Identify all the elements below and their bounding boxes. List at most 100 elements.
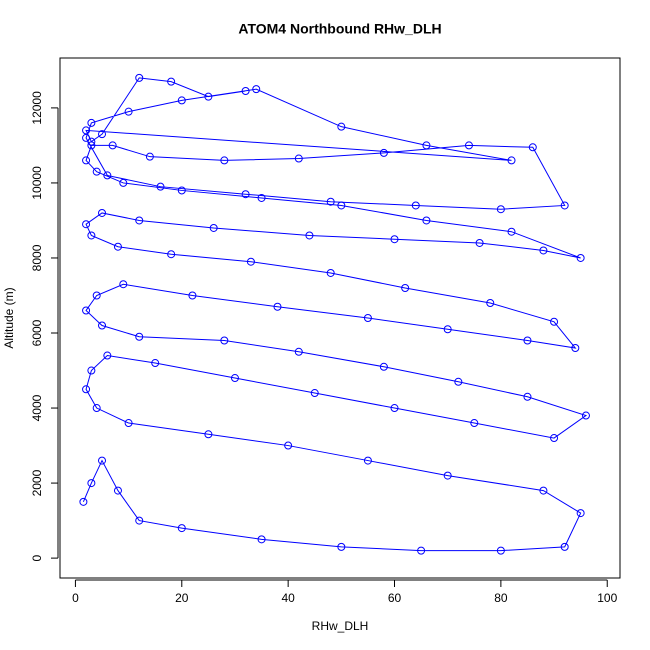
data-point: [470, 419, 479, 428]
data-point: [363, 314, 372, 322]
data-point: [103, 351, 112, 360]
data-point: [571, 344, 580, 353]
data-point: [87, 137, 96, 146]
data-point: [337, 542, 346, 551]
data-point: [443, 325, 452, 334]
data-line: [82, 77, 588, 552]
data-point: [422, 216, 431, 225]
data-point: [188, 291, 197, 300]
data-point: [79, 497, 88, 506]
data-point: [486, 298, 495, 307]
x-tick-label: 60: [388, 591, 402, 605]
data-point: [390, 404, 399, 413]
y-tick-label: 8000: [30, 244, 44, 271]
data-point: [103, 171, 112, 180]
data-point: [390, 235, 399, 244]
data-point: [539, 486, 548, 495]
data-point: [82, 156, 91, 165]
data-point: [204, 430, 213, 439]
x-tick-label: 40: [281, 591, 295, 605]
data-point: [230, 374, 239, 383]
data-point: [496, 546, 505, 555]
data-point: [82, 306, 91, 315]
data-point: [507, 227, 516, 236]
data-point: [167, 250, 176, 259]
data-point: [326, 268, 335, 277]
data-point: [220, 156, 229, 165]
data-point: [87, 479, 96, 488]
data-point: [241, 190, 250, 199]
data-point: [82, 126, 91, 135]
y-tick-label: 6000: [30, 319, 44, 346]
data-point: [257, 193, 266, 202]
x-tick-label: 80: [494, 591, 508, 605]
x-tick-label: 20: [175, 591, 189, 605]
data-point: [305, 231, 314, 240]
data-point: [443, 471, 452, 480]
data-point: [550, 317, 559, 326]
data-point: [87, 141, 96, 150]
y-tick-label: 10000: [30, 166, 44, 200]
data-point: [135, 516, 144, 525]
data-point: [82, 220, 91, 229]
data-point: [464, 141, 473, 150]
data-point: [576, 509, 585, 518]
plot-frame: [59, 57, 621, 579]
data-point: [581, 411, 590, 420]
data-point: [294, 154, 303, 163]
data-point: [98, 321, 107, 330]
data-point: [98, 130, 107, 139]
y-tick-label: 2000: [30, 469, 44, 496]
data-point: [119, 178, 128, 187]
data-point: [177, 186, 186, 195]
y-tick-label: 12000: [30, 91, 44, 125]
data-point: [92, 404, 101, 413]
data-point: [496, 205, 505, 214]
data-point: [204, 92, 213, 101]
data-point: [560, 542, 569, 551]
data-point: [82, 385, 91, 394]
data-point: [151, 359, 160, 368]
data-point: [422, 141, 431, 150]
data-point: [401, 283, 410, 292]
data-point: [220, 336, 229, 345]
data-point: [87, 231, 96, 240]
data-point: [177, 524, 186, 533]
data-point: [523, 336, 532, 345]
data-point: [539, 246, 548, 255]
data-point: [113, 486, 122, 495]
data-point: [363, 456, 372, 465]
data-point: [310, 389, 319, 398]
data-point: [177, 96, 186, 105]
x-tick-label: 100: [597, 591, 617, 605]
y-axis-label: Altitude (m): [2, 287, 16, 348]
data-point: [379, 148, 388, 157]
data-point: [523, 392, 532, 401]
x-tick-label: 0: [72, 591, 79, 605]
data-point: [135, 216, 144, 225]
data-point: [326, 197, 335, 206]
data-point: [550, 434, 559, 443]
data-point: [92, 291, 101, 300]
data-point: [209, 223, 218, 232]
data-point: [119, 280, 128, 289]
data-point: [411, 201, 420, 210]
data-point: [337, 122, 346, 131]
data-point: [124, 107, 133, 116]
data-point: [294, 347, 303, 356]
data-point: [379, 362, 388, 371]
data-point: [284, 441, 293, 450]
data-point: [273, 302, 282, 311]
data-point: [167, 77, 176, 86]
y-tick-label: 4000: [30, 394, 44, 421]
data-point: [252, 85, 261, 94]
data-point: [257, 535, 266, 544]
data-point: [135, 73, 144, 82]
data-point: [135, 332, 144, 341]
data-point: [454, 377, 463, 386]
y-tick-label: 0: [30, 554, 44, 561]
data-point: [576, 253, 585, 262]
data-point: [337, 201, 346, 210]
x-axis-label: RHw_DLH: [312, 619, 369, 633]
